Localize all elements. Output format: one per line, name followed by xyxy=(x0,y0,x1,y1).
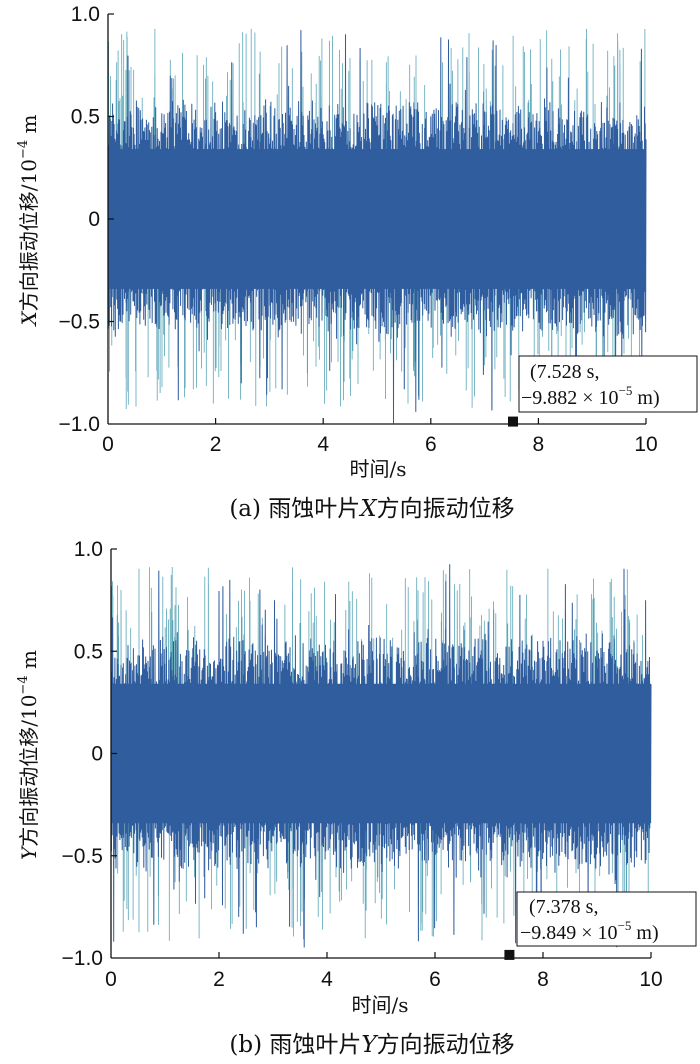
y-axis-title: Y方向振动位移/10−4 m xyxy=(16,650,41,860)
panel-a-x-displacement: 1.0 0.5 0 −0.5 −1.0 0 2 4 6 8 10 时间/s X方… xyxy=(16,3,698,522)
y-tick-label: 1.0 xyxy=(71,3,100,26)
y-tick-label: −1.0 xyxy=(59,413,100,436)
y-tick-label: 0 xyxy=(88,208,100,231)
x-tick-label: 0 xyxy=(105,968,117,991)
x-tick-label: 4 xyxy=(317,433,329,456)
x-tick-label: 6 xyxy=(425,433,437,456)
y-tick-label: 0.5 xyxy=(74,640,103,663)
y-tick-label: 0 xyxy=(91,743,103,766)
x-axis-title: 时间/s xyxy=(349,457,406,481)
x-tick-label: 10 xyxy=(634,433,657,456)
annotation-line-1: (7.528 s, xyxy=(530,361,599,383)
signal-core-band xyxy=(112,683,651,824)
x-axis-title: 时间/s xyxy=(351,993,408,1017)
x-tick-label: 4 xyxy=(321,968,333,991)
panel-b-y-displacement: 1.0 0.5 0 −0.5 −1.0 0 2 4 6 8 10 时间/s Y方… xyxy=(16,538,697,1058)
annotation-line-1: (7.378 s, xyxy=(529,896,598,918)
annotation-line-2: −9.849 × 10−5 m) xyxy=(520,918,659,944)
y-tick-label: −0.5 xyxy=(62,845,103,868)
caption-a: (a) 雨蚀叶片X方向振动位移 xyxy=(229,496,514,522)
x-tick-label: 2 xyxy=(213,968,225,991)
x-tick-label: 2 xyxy=(210,433,222,456)
x-tick-label: 8 xyxy=(533,433,545,456)
y-tick-label: −0.5 xyxy=(59,311,100,334)
y-tick-label: 1.0 xyxy=(74,538,103,561)
y-tick-label: 0.5 xyxy=(71,106,100,129)
annotation-line-2: −9.882 × 10−5 m) xyxy=(521,383,660,409)
x-tick-label: 0 xyxy=(102,433,114,456)
plot-area-b xyxy=(110,564,652,948)
annotation-box-b: (7.378 s, −9.849 × 10−5 m) xyxy=(516,891,697,947)
x-ticks-b xyxy=(218,952,652,958)
x-tick-label: 6 xyxy=(429,968,441,991)
plot-area-a xyxy=(107,28,647,424)
signal-core-band xyxy=(109,149,646,289)
y-axis-title: X方向振动位移/10−4 m xyxy=(16,115,41,328)
annotation-box-a: (7.528 s, −9.882 × 10−5 m) xyxy=(518,355,698,413)
x-tick-label: 8 xyxy=(537,968,549,991)
y-ticks-b xyxy=(111,548,117,857)
x-ticks-a xyxy=(215,418,647,424)
y-tick-label: −1.0 xyxy=(62,947,103,970)
caption-b: (b) 雨蚀叶片Y方向振动位移 xyxy=(229,1032,514,1058)
min-point-marker xyxy=(504,949,515,960)
y-ticks-a xyxy=(108,13,114,323)
x-tick-label: 10 xyxy=(639,968,662,991)
min-point-marker xyxy=(508,416,519,427)
